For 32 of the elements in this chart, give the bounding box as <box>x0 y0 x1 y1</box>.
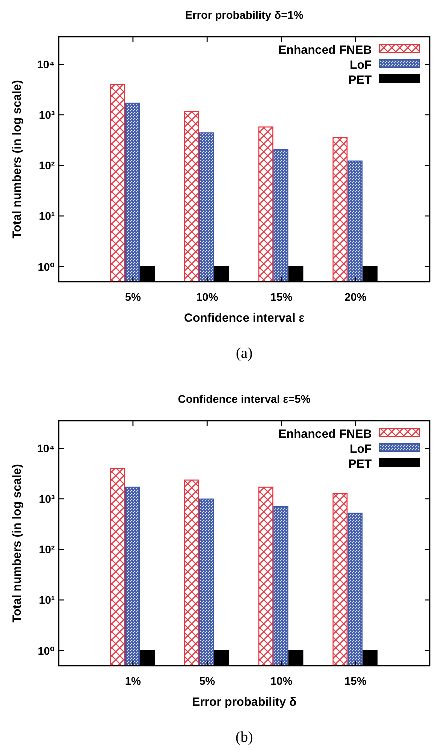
y-tick-label: 10² <box>39 160 56 173</box>
y-tick-label: 10² <box>39 544 56 557</box>
y-tick-label: 10³ <box>39 110 56 122</box>
legend-label: LoF <box>350 442 372 456</box>
y-tick-label: 10⁰ <box>38 646 56 658</box>
x-tick-label: 5% <box>199 676 216 688</box>
x-tick-label: 15% <box>270 292 293 304</box>
y-tick-label: 10⁴ <box>37 444 55 456</box>
legend-label: Enhanced FNEB <box>278 43 372 57</box>
x-tick-label: 15% <box>344 676 368 688</box>
y-tick-label: 10⁴ <box>37 60 55 72</box>
legend-label: PET <box>348 457 373 471</box>
text: (a) <box>236 346 253 362</box>
x-tick-label: 5% <box>125 292 142 304</box>
chart-title: Error probability δ=1% <box>185 10 304 22</box>
x-tick-label: 20% <box>344 292 368 304</box>
x-tick-label: 10% <box>270 676 293 688</box>
x-axis-title: Error probability δ <box>192 695 297 709</box>
legend-label: Enhanced FNEB <box>278 427 372 441</box>
x-tick-label: 1% <box>125 676 142 688</box>
x-tick-label: 10% <box>196 292 219 304</box>
y-tick-label: 10¹ <box>39 211 56 224</box>
y-tick-label: 10³ <box>39 494 56 506</box>
legend-label: LoF <box>350 58 372 72</box>
x-axis-title: Confidence interval ε <box>184 311 305 325</box>
y-axis-title: Total numbers (in log scale) <box>10 464 24 623</box>
text: (b) <box>236 730 254 746</box>
legend-label: PET <box>348 73 373 87</box>
y-tick-label: 10⁰ <box>38 262 56 274</box>
y-tick-label: 10¹ <box>39 595 56 608</box>
y-axis-title: Total numbers (in log scale) <box>10 80 24 239</box>
chart-title: Confidence interval ε=5% <box>178 394 312 406</box>
